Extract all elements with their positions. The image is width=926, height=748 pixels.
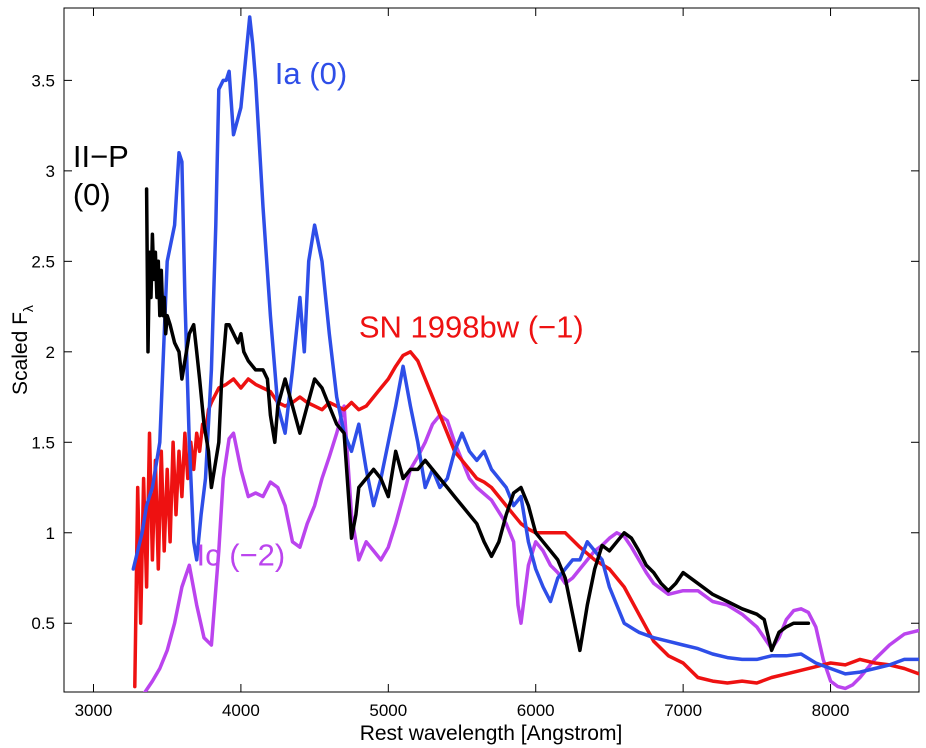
y-tick-label: 2 <box>46 343 55 362</box>
series-label-line: Ic (−2) <box>197 537 286 572</box>
x-tick-label: 6000 <box>517 701 555 720</box>
series-line-3 <box>144 187 811 653</box>
series-label-0: Ic (−2) <box>197 537 286 572</box>
y-tick-label: 3.5 <box>31 71 55 90</box>
series-line-1 <box>133 350 919 689</box>
series-label-3: II−P (0) <box>73 139 129 212</box>
series-label-line: II−P <box>73 139 129 174</box>
series-label-line: SN 1998bw (−1) <box>359 309 584 344</box>
x-tick-label: 5000 <box>369 701 407 720</box>
series-layer <box>131 15 919 692</box>
plot-frame <box>63 7 920 693</box>
y-axis-title: Scaled Fλ <box>9 305 36 395</box>
x-tick-label: 8000 <box>812 701 850 720</box>
x-axis-title: Rest wavelength [Angstrom] <box>360 722 623 745</box>
y-tick-label: 2.5 <box>31 252 55 271</box>
y-tick-label: 3 <box>46 162 55 181</box>
tick-layer: 3000 4000 5000 6000 7000 8000 0.5 1 1.5 2 2.5 3 3.5 <box>31 8 919 720</box>
x-tick-label: 4000 <box>222 701 260 720</box>
series-label-2: Ia (0) <box>275 56 347 91</box>
series-label-1: SN 1998bw (−1) <box>359 309 584 344</box>
y-tick-label: 1 <box>46 524 55 543</box>
x-tick-label: 3000 <box>75 701 113 720</box>
y-tick-label: 1.5 <box>31 433 55 452</box>
series-line-2 <box>131 15 919 676</box>
y-tick-label: 0.5 <box>31 614 55 633</box>
series-label-line: Ia (0) <box>275 56 347 91</box>
x-tick-label: 7000 <box>664 701 702 720</box>
series-label-layer: Ic (−2) SN 1998bw (−1) Ia (0) II−P (0) <box>73 56 584 572</box>
y-axis-title-subscript: λ <box>20 305 36 312</box>
y-axis-title-main: Scaled F <box>9 312 32 395</box>
series-label-line: (0) <box>73 177 111 212</box>
